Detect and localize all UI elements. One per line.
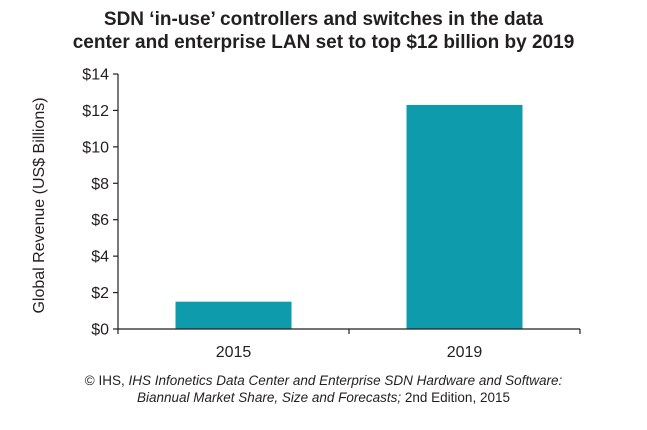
y-tick-label: $14 [82,67,109,84]
chart-title: SDN ‘in-use’ controllers and switches in… [0,8,647,54]
bars [175,104,523,329]
source-title-line-2: Biannual Market Share, Size and Forecast… [137,390,402,405]
y-tick-label: $10 [82,139,109,156]
y-axis: $0 $2 $4 $6 $8 $10 $12 $14 [82,67,119,339]
chart-title-line-2: center and enterprise LAN set to top $12… [72,32,575,53]
source-suffix: 2nd Edition, 2015 [401,390,510,405]
y-tick-label: $0 [91,322,109,339]
x-axis: 2015 2019 [117,328,581,361]
bar-2019 [406,104,523,329]
y-tick-label: $12 [82,103,109,120]
x-tick-label: 2019 [447,344,483,361]
y-axis-label: Global Revenue (US$ Billions) [31,97,48,313]
bar-2015 [175,301,292,329]
y-tick-label: $4 [91,249,109,266]
y-tick-label: $6 [91,212,109,229]
source-title-line-1: IHS Infonetics Data Center and Enterpris… [128,373,563,388]
x-tick-label: 2015 [216,344,252,361]
source-prefix: © IHS, [84,373,129,388]
source-note: © IHS, IHS Infonetics Data Center and En… [0,372,647,406]
y-tick-label: $8 [91,176,109,193]
chart-title-line-1: SDN ‘in-use’ controllers and switches in… [103,9,544,30]
y-tick-label: $2 [91,285,109,302]
